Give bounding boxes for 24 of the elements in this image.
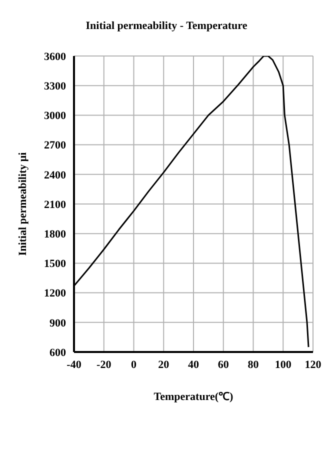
y-tick-label: 1500 (44, 258, 66, 270)
y-tick-label: 1200 (44, 288, 66, 300)
y-tick-label: 1800 (44, 228, 66, 241)
x-tick-label: -20 (96, 358, 112, 371)
y-tick-label: 3600 (44, 50, 66, 63)
y-tick-label: 3000 (44, 110, 66, 122)
y-axis-title: Initial permeability μi (16, 152, 29, 256)
x-tick-label: -40 (66, 358, 82, 371)
x-tick-label: 120 (304, 358, 322, 371)
y-tick-label: 3300 (44, 80, 66, 93)
y-tick-label: 2100 (44, 198, 66, 211)
x-tick-label: 40 (188, 358, 200, 371)
y-tick-label: 2400 (44, 169, 66, 182)
y-tick-label: 600 (50, 346, 66, 359)
chart-title: Initial permeability - Temperature (84, 19, 248, 34)
x-tick-label: 20 (158, 358, 170, 371)
x-tick-label: 100 (274, 358, 292, 371)
x-tick-label: 80 (248, 358, 260, 371)
line-series (74, 56, 310, 348)
y-tick-label: 2700 (44, 140, 66, 152)
y-tick-label: 900 (50, 317, 66, 330)
x-tick-label: 0 (131, 358, 137, 371)
x-tick-label: 60 (218, 358, 230, 371)
x-axis-title: Temperature(℃) (154, 391, 234, 403)
